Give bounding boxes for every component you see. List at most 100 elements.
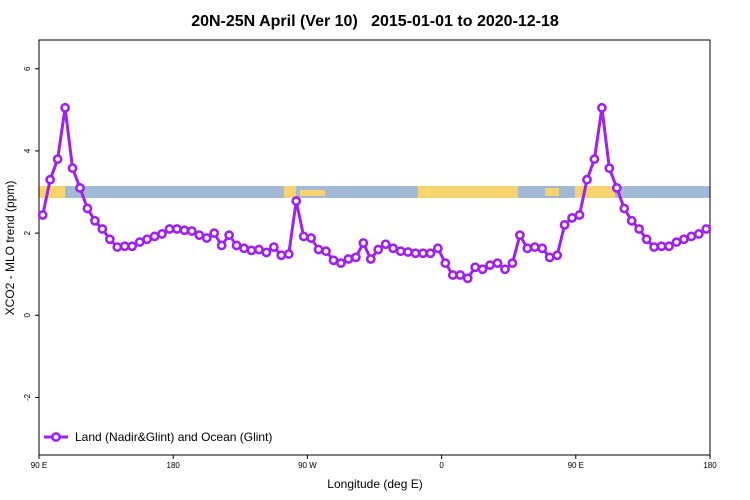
data-point bbox=[75, 183, 85, 193]
x-tick-label: 90 E bbox=[31, 461, 47, 470]
y-tick-label: 4 bbox=[23, 148, 32, 153]
data-point bbox=[410, 248, 421, 259]
y-tick-label: 2 bbox=[23, 230, 32, 235]
data-point bbox=[343, 254, 354, 264]
data-point bbox=[291, 196, 302, 206]
data-point bbox=[179, 225, 190, 236]
data-point bbox=[90, 215, 100, 226]
data-point bbox=[440, 258, 451, 269]
data-point bbox=[119, 241, 130, 252]
data-point bbox=[276, 250, 287, 261]
data-point bbox=[432, 243, 443, 254]
data-point bbox=[149, 231, 160, 242]
data-point bbox=[216, 240, 227, 251]
data-point bbox=[611, 183, 622, 193]
data-point bbox=[67, 163, 78, 174]
data-point bbox=[358, 238, 369, 248]
data-point bbox=[604, 163, 615, 174]
data-point bbox=[134, 237, 145, 248]
data-point bbox=[45, 174, 56, 185]
data-point bbox=[619, 203, 630, 214]
data-point bbox=[268, 242, 279, 252]
data-point bbox=[209, 228, 220, 239]
legend-item: Land (Nadir&Glint) and Ocean (Glint) bbox=[44, 430, 272, 444]
data-point bbox=[559, 220, 570, 230]
data-point bbox=[500, 264, 510, 275]
legend-marker bbox=[51, 432, 61, 442]
data-point bbox=[671, 237, 682, 248]
data-point bbox=[201, 233, 212, 243]
data-point bbox=[328, 255, 339, 266]
legend-label: Land (Nadir&Glint) and Ocean (Glint) bbox=[75, 430, 272, 444]
data-point bbox=[403, 247, 413, 257]
data-point bbox=[60, 102, 70, 113]
y-tick-label: 0 bbox=[23, 313, 32, 318]
data-point bbox=[447, 270, 458, 280]
data-point bbox=[656, 241, 667, 252]
data-point bbox=[552, 250, 563, 261]
data-point bbox=[477, 264, 488, 275]
data-point bbox=[634, 224, 645, 234]
data-point bbox=[537, 243, 548, 254]
data-point bbox=[522, 243, 533, 254]
data-point bbox=[514, 230, 525, 241]
chart-title: 20N-25N April (Ver 10) 2015-01-01 to 202… bbox=[191, 13, 559, 30]
data-point bbox=[455, 270, 466, 280]
data-point bbox=[649, 242, 659, 252]
data-point bbox=[306, 233, 317, 243]
x-tick-label: 0 bbox=[439, 461, 444, 470]
data-point bbox=[641, 234, 652, 245]
data-point bbox=[186, 226, 197, 236]
data-point bbox=[231, 240, 242, 251]
data-point bbox=[336, 258, 346, 269]
data-point bbox=[701, 224, 712, 234]
x-axis-label: Longitude (deg E) bbox=[327, 477, 422, 491]
data-point bbox=[321, 246, 331, 257]
data-point bbox=[298, 231, 309, 242]
data-point bbox=[112, 242, 123, 252]
data-point bbox=[425, 248, 436, 259]
data-point bbox=[693, 229, 704, 239]
data-point bbox=[418, 248, 428, 259]
data-point bbox=[313, 244, 324, 255]
data-point bbox=[388, 243, 399, 254]
data-point bbox=[82, 203, 93, 214]
data-point bbox=[239, 243, 249, 254]
map-strip bbox=[39, 186, 710, 198]
plot-frame bbox=[38, 39, 711, 456]
x-tick-label: 90 E bbox=[568, 461, 584, 470]
x-tick-label: 90 W bbox=[298, 461, 317, 470]
data-point bbox=[380, 239, 391, 250]
x-tick-label: 180 bbox=[703, 461, 717, 470]
data-point bbox=[127, 241, 138, 252]
x-tick-label: 180 bbox=[167, 461, 181, 470]
data-point bbox=[664, 241, 674, 252]
data-point bbox=[157, 229, 167, 239]
data-point bbox=[589, 154, 600, 165]
data-point bbox=[246, 245, 257, 256]
data-point bbox=[462, 273, 473, 284]
data-point bbox=[365, 254, 376, 264]
data-point bbox=[254, 244, 264, 255]
data-point bbox=[172, 224, 182, 234]
data-point bbox=[52, 154, 63, 165]
data-point bbox=[224, 230, 235, 241]
data-point bbox=[470, 262, 481, 273]
data-point bbox=[194, 230, 205, 241]
data-point bbox=[544, 252, 555, 263]
data-point bbox=[529, 242, 540, 252]
data-point bbox=[104, 234, 115, 245]
data-point bbox=[97, 224, 108, 234]
data-point bbox=[395, 246, 406, 257]
data-point bbox=[350, 252, 361, 263]
data-point bbox=[679, 234, 689, 245]
data-point bbox=[567, 213, 577, 223]
data-point bbox=[686, 231, 697, 242]
data-point bbox=[373, 244, 384, 255]
data-point bbox=[485, 260, 495, 271]
data-point bbox=[574, 210, 585, 220]
data-point bbox=[492, 258, 503, 269]
data-point bbox=[283, 249, 294, 259]
